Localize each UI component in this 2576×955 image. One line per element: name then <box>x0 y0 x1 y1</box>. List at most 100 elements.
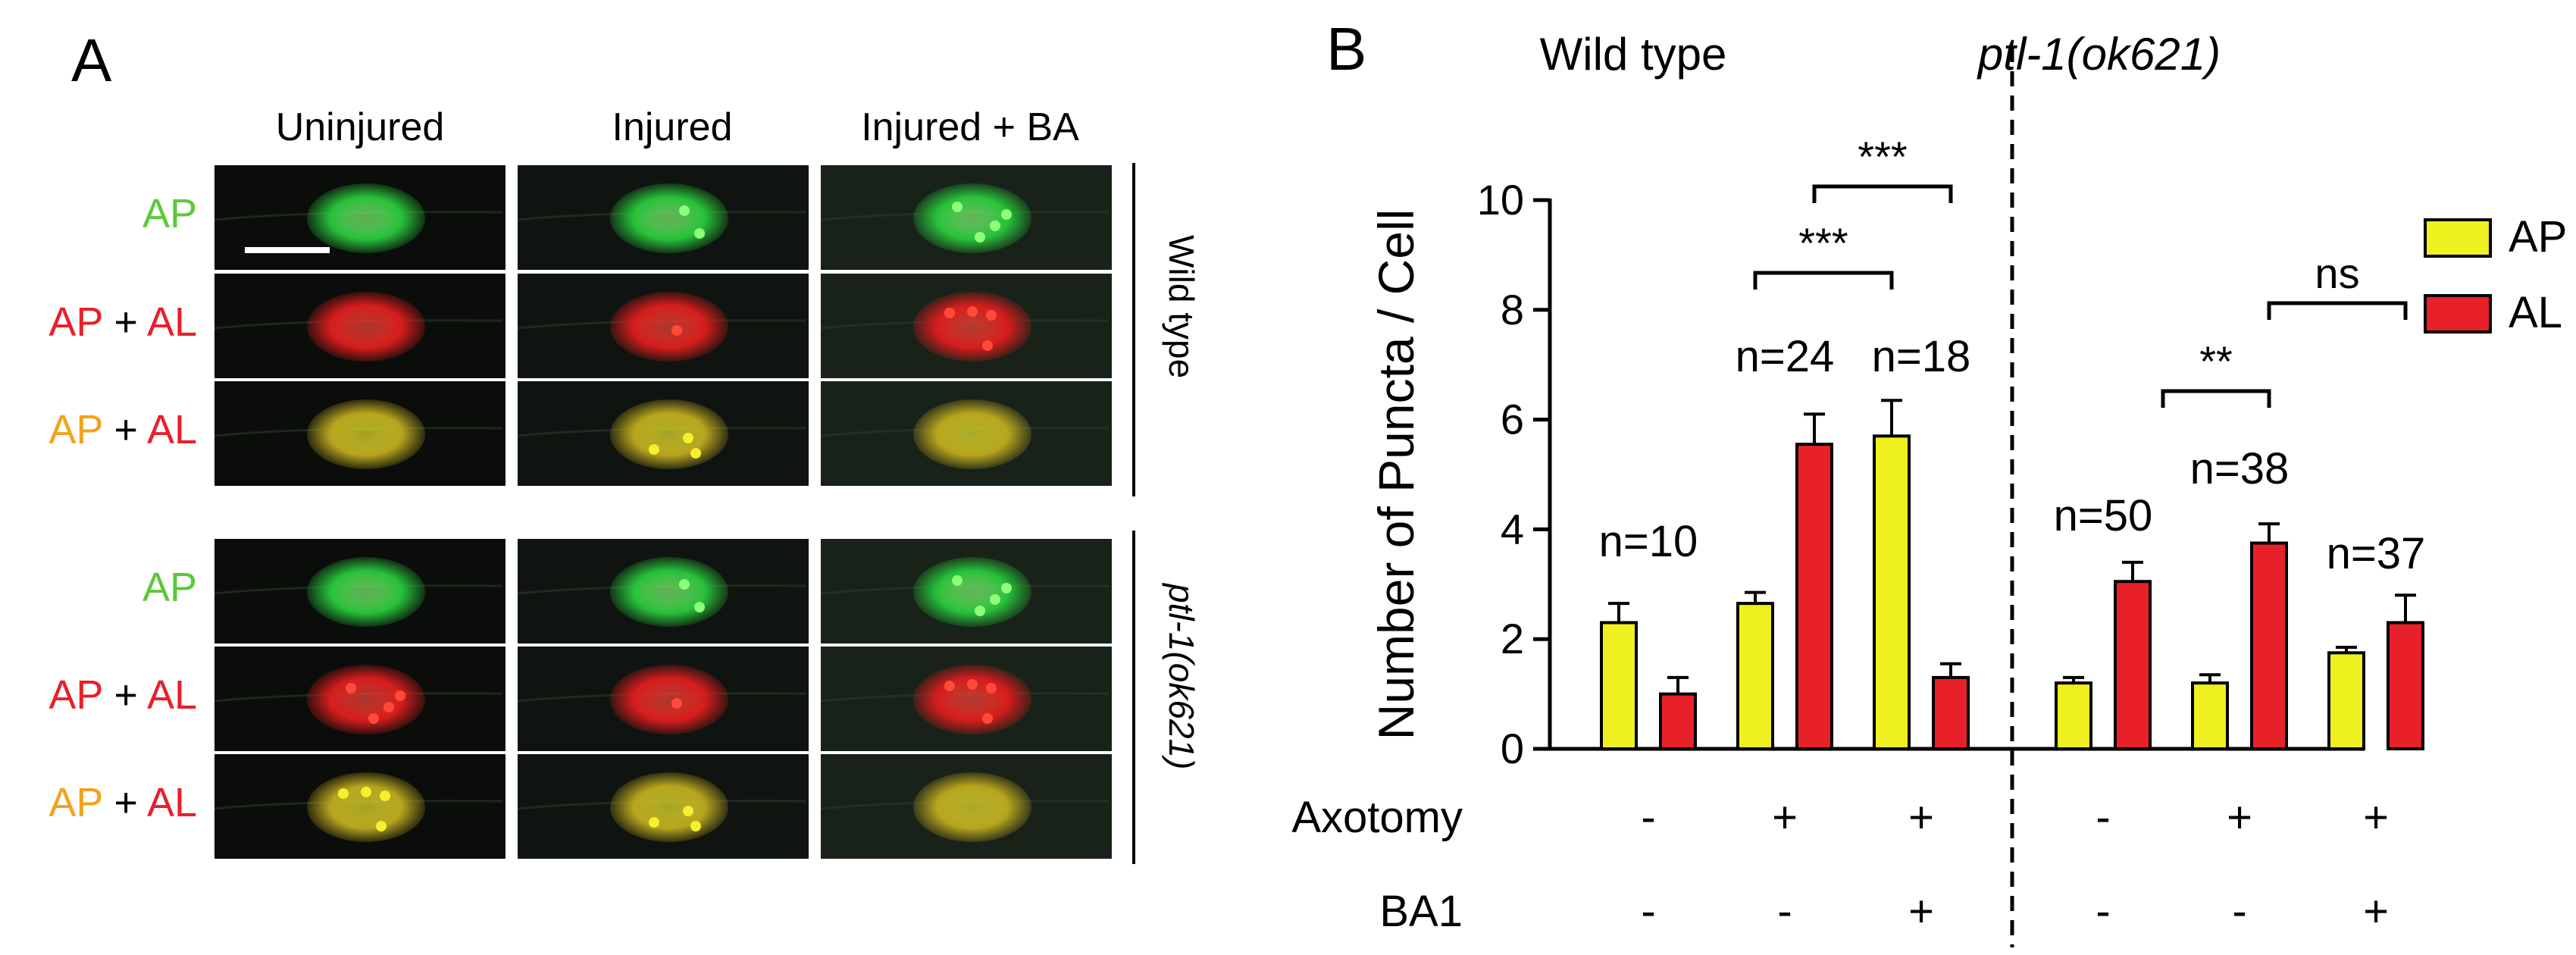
row-label-part: AP <box>49 780 103 825</box>
bar-ap-2 <box>1736 602 1774 751</box>
significance-label-3: ns <box>2315 249 2359 297</box>
micrograph-panel <box>518 647 809 751</box>
row-label-part: + <box>102 672 147 718</box>
axotomy-label: Axotomy <box>1291 793 1463 842</box>
micrograph-panel <box>518 754 809 859</box>
row-label-part: AP <box>49 299 103 345</box>
axotomy-mark-6: + <box>2363 793 2389 842</box>
column-header-injured-ba: Injured + BA <box>861 105 1079 149</box>
y-tick-label: 4 <box>1501 505 1524 553</box>
micrograph-panel <box>518 274 809 378</box>
puncta-bar-chart: B Wild type ptl-1(ok621) Number of Puncta /… <box>1291 15 2567 947</box>
bar-ap-5 <box>2191 681 2229 750</box>
ba1-mark-6: + <box>2363 887 2389 936</box>
micrograph-panel <box>214 647 505 751</box>
panel-b-letter: B <box>1326 15 1366 83</box>
group-title-ptl1: ptl-1(ok621) <box>1977 29 2221 80</box>
y-tick-label: 10 <box>1477 176 1524 224</box>
strain-label-ptl1: ptl-1(ok621) <box>1162 584 1201 770</box>
group-title-wild-type: Wild type <box>1540 29 1727 80</box>
bar-ap-4 <box>2055 681 2092 750</box>
micrograph-panel <box>214 754 505 859</box>
ba1-mark-4: - <box>2096 887 2110 936</box>
row-label-6: AP + AL <box>45 782 197 823</box>
y-tick-label: 0 <box>1501 725 1524 772</box>
row-label-part: AL <box>146 672 197 718</box>
bar-al-4 <box>2114 580 2152 750</box>
legend-label-ap: AP <box>2509 212 2567 261</box>
axotomy-mark-4: - <box>2096 793 2110 842</box>
ba1-mark-5: - <box>2232 887 2246 936</box>
axotomy-mark-2: + <box>1772 793 1798 842</box>
ba1-mark-2: - <box>1777 887 1792 936</box>
bar-ap-3 <box>1873 434 1911 750</box>
ba1-mark-3: + <box>1908 887 1934 936</box>
row-label-1: AP <box>45 193 197 234</box>
significance-label-2: *** <box>1798 219 1848 267</box>
bar-ap-1 <box>1600 621 1638 750</box>
bar-ap-6 <box>2327 651 2365 750</box>
bar-al-2 <box>1795 443 1833 750</box>
row-label-part: AL <box>146 299 197 345</box>
micrograph-panel <box>214 274 505 378</box>
axotomy-mark-5: + <box>2227 793 2252 842</box>
bar-al-3 <box>1932 675 1970 751</box>
significance-bracket <box>2267 301 2408 320</box>
bar-al-6 <box>2387 621 2424 750</box>
micrograph-panel <box>214 165 505 270</box>
micrograph-panel <box>518 539 809 643</box>
y-tick-label: 6 <box>1501 396 1524 443</box>
column-header-injured: Injured <box>612 105 733 149</box>
ba1-mark-1: - <box>1641 887 1655 936</box>
significance-bracket <box>1753 271 1894 290</box>
micrograph-panel <box>821 274 1112 378</box>
row-label-part: AP <box>49 672 103 718</box>
micrograph-panel <box>518 165 809 270</box>
n-label-5: n=38 <box>2190 444 2290 493</box>
micrograph-panel <box>821 165 1112 270</box>
n-label-2: n=24 <box>1736 332 1835 381</box>
row-label-4: AP <box>45 567 197 608</box>
significance-label-1: *** <box>1858 133 1907 180</box>
row-label-part: AL <box>146 407 197 452</box>
n-label-1: n=10 <box>1599 517 1698 566</box>
n-label-3: n=18 <box>1872 332 1971 381</box>
micrograph-panel <box>821 754 1112 859</box>
row-label-part: + <box>102 299 147 345</box>
strain-label-wild-type: Wild type <box>1162 235 1201 379</box>
legend-label-al: AL <box>2509 288 2562 337</box>
n-label-4: n=50 <box>2054 491 2153 540</box>
y-tick-label: 2 <box>1501 615 1524 662</box>
ba1-label: BA1 <box>1379 887 1463 936</box>
axotomy-mark-1: - <box>1641 793 1655 842</box>
micrograph-panel <box>518 381 809 486</box>
micrograph-panel <box>821 381 1112 486</box>
row-label-part: AP <box>142 191 197 236</box>
significance-label-4: ** <box>2199 337 2233 385</box>
strain-divider-ptl1 <box>1132 531 1135 864</box>
panel-a-letter: A <box>71 27 112 94</box>
column-header-uninjured: Uninjured <box>275 105 445 149</box>
row-label-2: AP + AL <box>45 302 197 343</box>
significance-bracket <box>2161 389 2271 408</box>
micrograph-panel <box>821 647 1112 751</box>
micrograph-panel <box>821 539 1112 643</box>
row-label-part: AP <box>49 407 103 452</box>
row-label-part: AP <box>142 565 197 610</box>
axotomy-mark-3: + <box>1908 793 1934 842</box>
row-label-part: + <box>102 407 147 452</box>
row-label-part: AL <box>146 780 197 825</box>
row-label-5: AP + AL <box>45 675 197 715</box>
legend-swatch-ap <box>2424 218 2492 258</box>
row-label-3: AP + AL <box>45 409 197 450</box>
strain-divider-wild-type <box>1132 163 1135 496</box>
row-label-part: + <box>102 780 147 825</box>
legend-swatch-al <box>2424 294 2492 333</box>
bar-al-5 <box>2250 541 2288 750</box>
bar-al-1 <box>1659 692 1697 750</box>
n-label-6: n=37 <box>2327 529 2426 578</box>
significance-bracket <box>1812 184 1953 203</box>
micrograph-panel <box>214 539 505 643</box>
y-tick-label: 8 <box>1501 286 1524 333</box>
micrograph-panel <box>214 381 505 486</box>
